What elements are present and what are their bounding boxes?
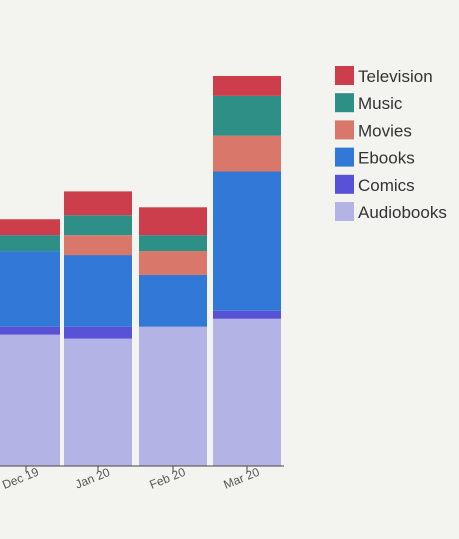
legend-label-comics: Comics (358, 176, 415, 195)
bar-segment-dec-19-music (0, 235, 60, 252)
x-axis: Dec 19 Jan 20 Feb 20 Mar 20 (0, 465, 284, 492)
bar-segment-jan-20-audiobooks (64, 338, 132, 466)
legend-label-movies: Movies (358, 121, 412, 140)
legend-label-ebooks: Ebooks (358, 149, 415, 168)
bar-segment-dec-19-television (0, 219, 60, 236)
bar-segment-feb-20-music (139, 235, 207, 252)
legend: Television Music Movies Ebooks Comics Audiobo… (335, 66, 447, 222)
legend-item-movies: Movies (335, 120, 412, 140)
bar-segment-mar-20-ebooks (213, 171, 281, 311)
bar-segment-feb-20-movies (139, 251, 207, 275)
bar-segment-mar-20-movies (213, 135, 281, 172)
bar-segment-feb-20-ebooks (139, 274, 207, 327)
bar-segment-mar-20-television (213, 75, 281, 96)
bar-segment-dec-19-comics (0, 326, 60, 335)
legend-label-audiobooks: Audiobooks (358, 203, 447, 222)
legend-label-television: Television (358, 67, 433, 86)
bar-segment-jan-20-movies (64, 235, 132, 256)
legend-item-television: Television (335, 66, 433, 86)
bar-segment-jan-20-music (64, 215, 132, 236)
legend-swatch-movies (335, 120, 354, 140)
bar-segment-feb-20-television (139, 207, 207, 236)
bar-segment-feb-20-audiobooks (139, 326, 207, 466)
legend-item-ebooks: Ebooks (335, 147, 415, 168)
x-tick-label-mar-20: Mar 20 (222, 465, 262, 492)
x-tick-label-jan-20: Jan 20 (73, 465, 112, 492)
legend-item-audiobooks: Audiobooks (335, 202, 447, 222)
bar-segment-mar-20-audiobooks (213, 318, 281, 466)
bar-segment-jan-20-comics (64, 326, 132, 339)
bar-segment-dec-19-audiobooks (0, 334, 60, 466)
bar-segment-jan-20-television (64, 191, 132, 216)
legend-swatch-music (335, 93, 354, 113)
legend-item-music: Music (335, 93, 403, 113)
legend-swatch-audiobooks (335, 202, 354, 221)
bar-segment-mar-20-music (213, 95, 281, 136)
legend-swatch-ebooks (335, 147, 354, 167)
bar-segment-mar-20-comics (213, 310, 281, 319)
bars-layer (0, 75, 281, 466)
x-tick-label-feb-20: Feb 20 (148, 465, 188, 492)
x-tick-label-dec-19: Dec 19 (0, 465, 41, 492)
legend-label-music: Music (358, 94, 403, 113)
legend-swatch-comics (335, 174, 354, 194)
legend-item-comics: Comics (335, 174, 415, 195)
bar-segment-jan-20-ebooks (64, 255, 132, 327)
legend-swatch-television (335, 66, 354, 85)
bar-segment-dec-19-ebooks (0, 251, 60, 327)
